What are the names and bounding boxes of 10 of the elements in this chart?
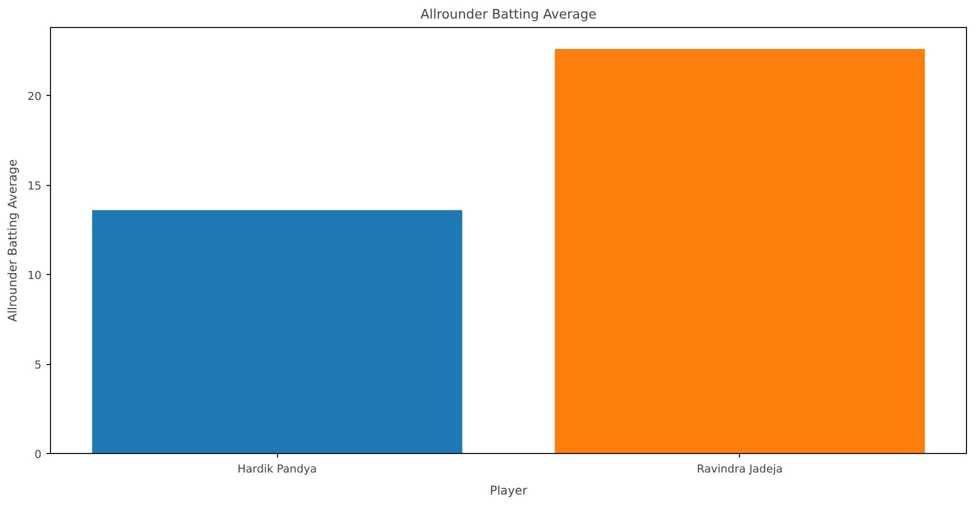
y-tick-label: 0: [34, 448, 42, 461]
y-axis-title: Allrounder Batting Average: [6, 159, 20, 322]
y-tick-label: 15: [28, 180, 42, 193]
chart-title: Allrounder Batting Average: [420, 8, 597, 22]
y-tick-label: 20: [28, 90, 42, 104]
x-tick-label: Ravindra Jadeja: [696, 462, 783, 476]
x-tick-label: Hardik Pandya: [238, 462, 317, 476]
y-tick-label: 5: [34, 358, 42, 372]
y-tick-label: 10: [28, 269, 42, 282]
x-axis-title: Player: [490, 484, 528, 498]
